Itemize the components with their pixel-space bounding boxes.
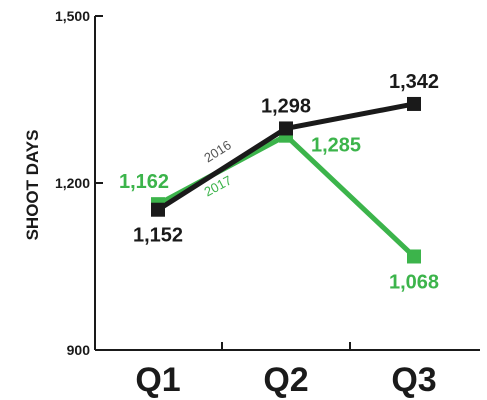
data-label-2016-q2: 1,298 [261,95,311,117]
data-point-2016-q1 [151,202,165,217]
series-line-2016 [156,101,415,212]
data-label-2017-q2: 1,285 [311,135,361,157]
x-tick-label-q1: Q1 [135,361,180,399]
y-tick-label: 1,500 [55,8,90,24]
data-label-2016-q3: 1,342 [389,71,439,93]
series-markers [151,96,421,264]
series-tag-2016: 2016 [201,137,233,165]
x-tick-label-q3: Q3 [391,361,436,399]
axes: 900 1,200 1,500 Q1 Q2 Q3 SHOOT DAYS [23,8,480,399]
y-tick-label: 900 [67,342,91,358]
data-label-2016-q1: 1,152 [133,225,183,247]
x-tick-label-q2: Q2 [263,361,308,399]
series-line-2017 [156,133,416,259]
data-point-2016-q3 [407,96,421,111]
data-point-2017-q3 [407,249,421,264]
data-label-2017-q1: 1,162 [119,171,169,193]
y-tick-label: 1,200 [55,175,90,191]
data-point-2016-q2 [279,121,293,136]
data-label-2017-q3: 1,068 [389,271,439,293]
y-axis-title: SHOOT DAYS [23,130,42,241]
